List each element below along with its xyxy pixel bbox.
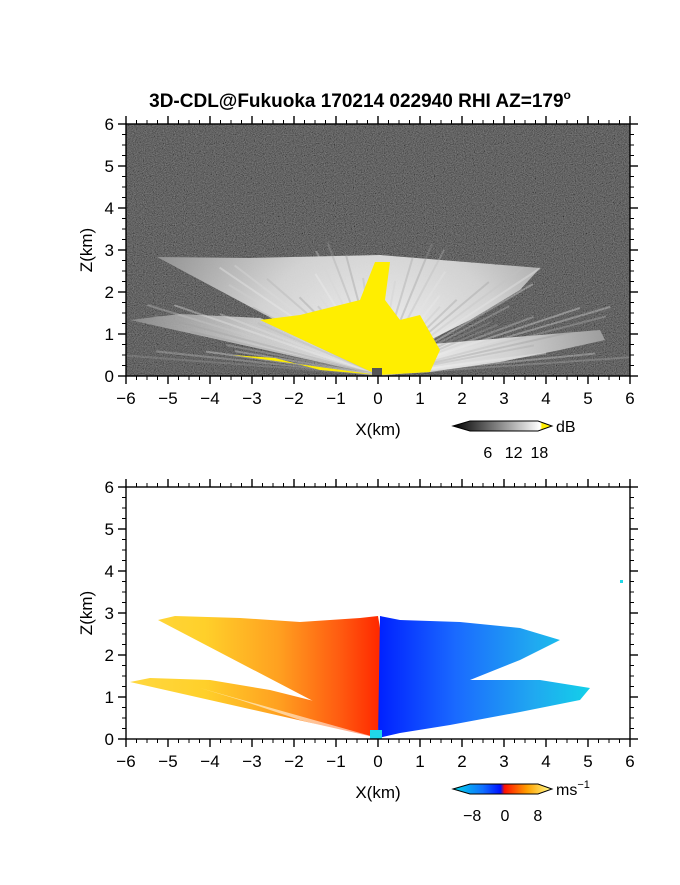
isolated-echo	[620, 580, 623, 583]
radar-site	[372, 368, 382, 376]
x-tick-label: 3	[499, 752, 508, 771]
x-tick-label: −5	[158, 389, 177, 408]
intensity-ylabel: Z(km)	[77, 228, 96, 272]
echo-ray	[234, 350, 379, 376]
velocity-xlabel: X(km)	[355, 783, 400, 802]
intensity-axes: −6 −5 −4 −3 −2 −1 0 1 2 3 4 5 6 0 1 2 3 4 5 6	[105, 115, 638, 408]
x-tick-label: −6	[116, 389, 135, 408]
x-tick-label: 2	[457, 389, 466, 408]
x-tick-label: 0	[373, 389, 382, 408]
y-tick-label: 1	[105, 688, 114, 707]
x-tick-label: −4	[200, 389, 219, 408]
y-tick-label: 2	[105, 283, 114, 302]
colorbar-tick-label: 18	[531, 445, 549, 462]
x-tick-label: −1	[326, 752, 345, 771]
y-tick-label: 0	[105, 730, 114, 749]
x-tick-label: −5	[158, 752, 177, 771]
colorbar-tick-label: 12	[505, 445, 523, 462]
y-tick-label: 6	[105, 478, 114, 497]
intensity-colorbar: dB 6 12 18	[451, 419, 576, 462]
intensity-colorbar-ticks: 6 12 18	[483, 445, 548, 462]
velocity-colorbar: ms−1 −8 0 8	[451, 779, 590, 825]
x-tick-label: −2	[284, 389, 303, 408]
echo-ray	[126, 354, 379, 376]
echo-ray	[257, 322, 379, 376]
y-tick-label: 5	[105, 520, 114, 539]
x-tick-label: −3	[242, 389, 261, 408]
colorbar-tick-label: 6	[483, 445, 492, 462]
y-tick-label: 4	[105, 562, 114, 581]
x-tick-label: 5	[583, 389, 592, 408]
x-tick-label: −4	[200, 752, 219, 771]
echo-ray	[173, 304, 379, 376]
x-tick-label: 3	[499, 389, 508, 408]
colorbar-tick-label: 8	[533, 808, 542, 825]
x-tick-label: 5	[583, 752, 592, 771]
echo-ray	[154, 314, 379, 376]
x-tick-label: 4	[541, 752, 550, 771]
colorbar-tick-label: 0	[501, 808, 510, 825]
intensity-colorbar-bar	[451, 420, 554, 432]
y-tick-label: 3	[105, 241, 114, 260]
x-tick-label: −6	[116, 752, 135, 771]
velocity-colorbar-bar	[451, 783, 554, 795]
y-tick-label: 4	[105, 199, 114, 218]
echo-lower-layer	[130, 314, 378, 375]
x-tick-label: 1	[415, 389, 424, 408]
y-tick-label: 0	[105, 367, 114, 386]
x-tick-label: −1	[326, 389, 345, 408]
x-tick-label: 6	[625, 752, 634, 771]
chart-title: 3D-CDL@Fukuoka 170214 022940 RHI AZ=179o	[149, 88, 571, 112]
near-site-echo	[370, 730, 382, 739]
x-tick-label: 4	[541, 389, 550, 408]
y-tick-label: 1	[105, 325, 114, 344]
intensity-xlabel: X(km)	[355, 420, 400, 439]
velocity-colorbar-unit: ms−1	[556, 779, 590, 799]
echo-ray	[226, 343, 379, 376]
x-tick-label: 1	[415, 752, 424, 771]
velocity-ylabel: Z(km)	[77, 591, 96, 635]
x-tick-label: 6	[625, 389, 634, 408]
velocity-axes: −6 −5 −4 −3 −2 −1 0 1 2 3 4 5 6 0 1 2 3 4 5 6	[105, 478, 638, 771]
intensity-colorbar-unit: dB	[556, 419, 576, 436]
velocity-panel: −6 −5 −4 −3 −2 −1 0 1 2 3 4 5 6 0 1 2 3 4 5 6 X(km) Z(km) m…	[77, 478, 638, 825]
x-tick-label: −3	[242, 752, 261, 771]
strong-echo-sliver	[232, 355, 378, 375]
strong-echo-region	[260, 262, 440, 375]
x-tick-label: 0	[373, 752, 382, 771]
velocity-colorbar-ticks: −8 0 8	[463, 808, 542, 825]
colorbar-tick-label: −8	[463, 808, 481, 825]
echo-ray	[190, 330, 379, 376]
y-tick-label: 6	[105, 115, 114, 134]
plume-gap	[200, 688, 378, 738]
receding-plume	[378, 616, 590, 738]
x-tick-label: −2	[284, 752, 303, 771]
echo-ray	[146, 304, 379, 376]
y-tick-label: 3	[105, 604, 114, 623]
x-tick-label: 2	[457, 752, 466, 771]
y-tick-label: 2	[105, 646, 114, 665]
y-tick-label: 5	[105, 157, 114, 176]
echo-ray	[219, 313, 379, 376]
